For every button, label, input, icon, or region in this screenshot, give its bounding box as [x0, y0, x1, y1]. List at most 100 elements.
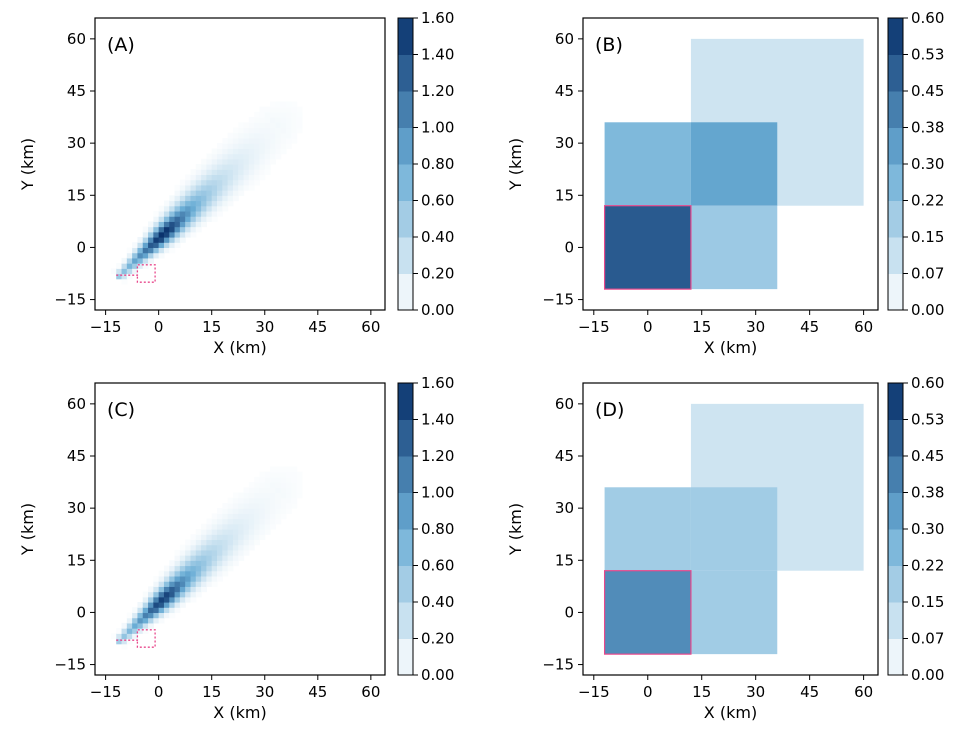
heat-pixel: [238, 174, 245, 181]
heat-pixel: [158, 216, 165, 222]
colorbar-segment: [398, 54, 413, 92]
heat-pixel: [222, 544, 229, 551]
heat-pixel: [264, 106, 271, 113]
heat-pixel: [126, 257, 133, 264]
heat-pixel: [238, 508, 245, 514]
heat-pixel: [280, 111, 287, 118]
heat-pixel: [238, 190, 245, 196]
heat-pixel: [232, 148, 239, 155]
heat-pixel: [206, 539, 213, 546]
heat-pixel: [238, 549, 245, 556]
heat-pixel: [142, 607, 149, 614]
colorbar-segment: [398, 529, 413, 566]
heat-pixel: [285, 497, 292, 504]
heat-pixel: [259, 111, 266, 118]
heat-pixel: [174, 242, 181, 249]
heat-pixel: [185, 221, 192, 228]
heat-pixel: [190, 570, 197, 577]
heat-pixel: [190, 581, 197, 587]
panel-label: (A): [107, 34, 135, 56]
heat-pixel: [259, 534, 266, 541]
heat-pixel: [280, 122, 287, 129]
panel-d: −15 0 15 30 45 60 −15 0 15 30 45 60 X (km) Y (km) (D) 0…: [506, 374, 944, 722]
grid-cell: [604, 122, 691, 206]
colorbar-segment: [398, 164, 413, 201]
heat-pixel: [195, 565, 202, 572]
heat-pixel: [227, 153, 234, 160]
heat-pixel: [201, 184, 207, 191]
heat-pixel: [296, 127, 303, 134]
axes-frame: [94, 17, 386, 311]
heat-pixel: [270, 106, 276, 113]
heat-pixel: [238, 539, 245, 546]
x-tick-label: 45: [800, 683, 819, 701]
heat-pixel: [275, 122, 282, 129]
heat-pixel: [190, 534, 197, 541]
colorbar-tick-label: 1.20: [421, 82, 454, 100]
heat-pixel: [270, 487, 276, 494]
heat-pixel: [206, 570, 213, 577]
heat-pixel: [259, 513, 266, 520]
heat-pixel: [243, 523, 250, 530]
heat-pixel: [227, 195, 234, 202]
heat-pixel: [195, 529, 202, 535]
heat-pixel: [206, 184, 213, 191]
heat-pixel: [201, 575, 207, 582]
heat-pixel: [243, 529, 250, 535]
heat-pixel: [185, 570, 192, 577]
heat-pixel: [174, 237, 181, 243]
heat-pixel: [211, 153, 218, 160]
heat-pixel: [259, 106, 266, 113]
heat-pixel: [243, 539, 250, 546]
heat-pixel: [206, 200, 213, 207]
heat-pixel: [238, 158, 245, 165]
colorbar-tick-label: 0.00: [421, 301, 454, 319]
heat-pixel: [227, 523, 234, 530]
x-tick-label: 0: [154, 318, 164, 336]
heat-pixel: [227, 200, 234, 207]
colorbar-tick-label: 1.00: [421, 119, 454, 137]
heat-pixel: [248, 164, 255, 170]
heat-pixel: [227, 158, 234, 165]
heat-pixel: [264, 508, 271, 514]
heat-pixel: [148, 231, 154, 238]
heat-pixel: [195, 169, 202, 176]
heat-pixel: [264, 523, 271, 530]
heat-pixel: [206, 174, 213, 181]
heat-pixel: [227, 184, 234, 191]
x-axis-label: X (km): [213, 338, 266, 357]
heat-pixel: [275, 137, 282, 144]
heat-pixel: [158, 252, 165, 259]
heat-pixel: [291, 466, 298, 473]
grid-cell: [604, 570, 691, 655]
heat-pixel: [217, 565, 223, 572]
heat-pixel: [285, 111, 292, 118]
heat-pixel: [217, 210, 223, 217]
heat-pixel: [227, 534, 234, 541]
heat-pixel: [201, 205, 207, 212]
heat-pixel: [232, 169, 239, 176]
heat-pixel: [232, 549, 239, 556]
heat-pixel: [132, 607, 139, 614]
y-tick-label: −15: [54, 656, 86, 674]
heat-pixel: [206, 575, 213, 582]
heat-pixel: [201, 560, 207, 567]
heat-pixel: [169, 210, 176, 217]
heat-pixel: [137, 617, 144, 624]
heat-pixel: [206, 581, 213, 587]
heat-pixel: [185, 581, 192, 587]
heat-pixel: [248, 487, 255, 494]
heat-pixel: [222, 570, 229, 577]
heat-pixel: [185, 200, 192, 207]
heat-pixel: [174, 190, 181, 196]
colorbar-segment: [398, 383, 413, 420]
heat-pixel: [163, 221, 170, 228]
heat-pixel: [280, 137, 287, 144]
heat-pixel: [254, 148, 261, 155]
heat-pixel: [201, 190, 207, 196]
y-tick-label: 60: [67, 30, 86, 48]
heat-pixel: [153, 586, 160, 593]
heat-pixel: [254, 153, 261, 160]
colorbar-tick-label: 0.00: [911, 666, 944, 684]
heat-pixel: [211, 174, 218, 181]
